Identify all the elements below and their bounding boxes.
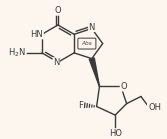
FancyBboxPatch shape [78, 38, 96, 49]
Text: N: N [53, 58, 59, 67]
Text: O: O [120, 82, 127, 91]
Polygon shape [89, 58, 100, 86]
Text: O: O [55, 6, 61, 15]
Text: OH: OH [149, 103, 162, 112]
Text: Abs: Abs [81, 41, 92, 46]
Text: HO: HO [109, 129, 122, 138]
Text: H$_2$N: H$_2$N [8, 47, 26, 59]
Text: N: N [89, 23, 95, 32]
Text: F: F [78, 100, 83, 110]
Text: HN: HN [31, 30, 43, 39]
